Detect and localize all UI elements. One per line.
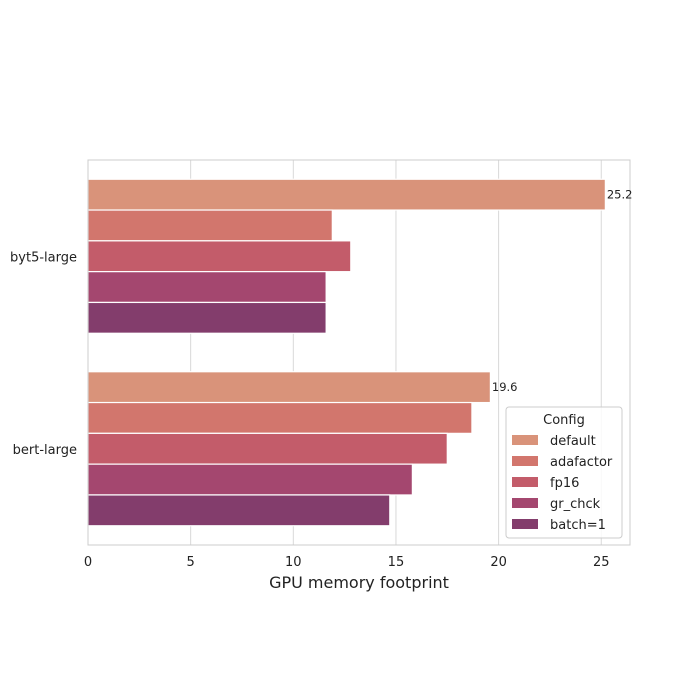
legend: Config default adafactor fp16 gr_chck batch=1 [505,406,623,539]
x-tick-label: 25 [593,555,610,570]
bars-group [87,178,606,527]
bar-byt5-large-batch=1 [87,301,327,334]
x-tick-label: 10 [285,555,302,570]
bar-byt5-large-gr_chck [87,271,327,304]
bar-byt5-large-default [87,178,606,211]
legend-swatch [512,519,538,529]
legend-title: Config [543,413,585,428]
legend-label: default [550,434,596,449]
y-category-labels: byt5-large bert-large [10,250,77,458]
plot-frame [87,159,631,546]
bar-bert-large-batch=1 [87,494,391,527]
y-category-label: byt5-large [10,250,77,265]
bar-bert-large-gr_chck [87,463,413,496]
legend-label: batch=1 [550,518,606,533]
bar-bert-large-default [87,371,491,404]
value-labels: 25.2 19.6 [492,188,633,395]
legend-swatch [512,456,538,466]
x-tick-label: 20 [490,555,507,570]
legend-label: adafactor [550,455,613,470]
legend-label: gr_chck [550,497,601,512]
value-label: 25.2 [607,188,633,202]
value-label: 19.6 [492,380,518,394]
legend-swatch [512,498,538,508]
legend-label: fp16 [550,476,579,491]
bar-byt5-large-adafactor [87,209,333,242]
bar-byt5-large-fp16 [87,240,352,273]
legend-swatch [512,435,538,445]
legend-swatch [512,477,538,487]
y-category-label: bert-large [13,443,77,458]
x-tick-label: 5 [187,555,195,570]
x-tick-label: 15 [388,555,405,570]
x-tick-labels: 0 5 10 15 20 25 [84,555,610,570]
bar-bert-large-adafactor [87,401,473,434]
x-axis-title: GPU memory footprint [269,573,449,592]
x-tick-label: 0 [84,555,92,570]
bar-bert-large-fp16 [87,432,448,465]
